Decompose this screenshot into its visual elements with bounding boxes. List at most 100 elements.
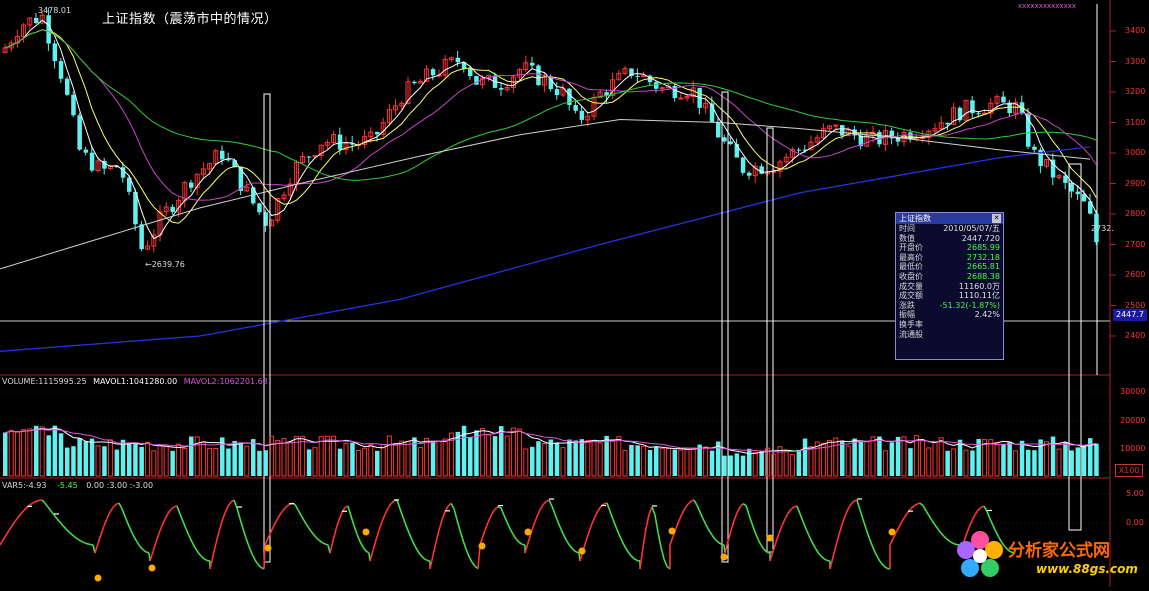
var-line-segment [718, 542, 721, 544]
var-line-segment [688, 501, 691, 504]
candle-body-down [1032, 147, 1037, 150]
var-line-segment [107, 512, 110, 518]
volume-bar-down [648, 450, 653, 476]
candle-body-down [722, 137, 727, 141]
volume-bar-down [580, 439, 585, 476]
volume-bar-up [394, 443, 398, 476]
var-line-segment [676, 521, 679, 529]
volume-bar-up [772, 454, 776, 476]
volume-bar-down [1038, 439, 1043, 476]
var-line-segment [782, 519, 785, 526]
var-line-segment [586, 532, 589, 541]
var-line-segment [537, 510, 540, 517]
info-row-value: -51.32(-1.87%) [935, 301, 1000, 311]
volume-bar-down [375, 451, 380, 476]
var-line-segment [201, 556, 204, 559]
var-line-segment [104, 518, 107, 525]
var-line-segment [63, 526, 66, 529]
var-line-segment [463, 540, 466, 549]
var-line-segment [125, 516, 128, 523]
var-value-4: 3.00 [109, 481, 127, 490]
var-line-segment [567, 541, 570, 546]
volume-bar-down [307, 449, 312, 476]
volume-bar-down [462, 426, 467, 476]
var-line-segment [246, 538, 249, 546]
var-line-segment [400, 509, 403, 518]
info-row-key: 收盘价 [899, 272, 935, 282]
var-line-segment [57, 519, 60, 523]
var-line-segment [110, 508, 113, 513]
var-line-segment [36, 500, 39, 501]
candle-body-down [456, 58, 461, 62]
var-line-segment [972, 515, 975, 521]
var-line-segment [150, 551, 153, 561]
info-row-value [935, 330, 1000, 340]
candle-body-down [759, 166, 764, 173]
candle-body-down [1001, 97, 1006, 103]
volume-bar-up [778, 447, 782, 476]
last-price-label: 2732. [1091, 224, 1114, 233]
price-tick: 2700 [1125, 240, 1145, 249]
var-line-segment [709, 530, 712, 535]
volume-bar-up [623, 450, 627, 476]
var-line-segment [694, 500, 697, 505]
var-line-segment [857, 500, 860, 510]
var-line-segment [806, 529, 809, 536]
var-line-segment [243, 529, 246, 538]
var-line-segment [15, 517, 18, 521]
volume-bar-up [933, 442, 937, 476]
volume-bar-down [896, 437, 901, 476]
volume-bar-up [524, 449, 528, 476]
var-line-segment [472, 562, 475, 566]
volume-bar-down [697, 445, 702, 476]
var-line-segment [295, 504, 298, 510]
var-line-segment [836, 535, 839, 546]
var-line-segment [643, 529, 646, 548]
volume-unit-label: X100 [1115, 464, 1143, 477]
info-window-header[interactable]: 上证指数 ✕ [896, 213, 1003, 224]
var-line-segment [252, 554, 255, 560]
var-line-segment [333, 530, 336, 541]
volume-bar-up [691, 448, 695, 476]
var-line-segment [628, 552, 631, 556]
var-line-segment [265, 538, 268, 545]
volume-bar-down [226, 449, 231, 476]
info-row: 涨跌-51.32(-1.87%) [896, 301, 1003, 311]
candle-body-down [71, 95, 76, 116]
candle-body-up [834, 125, 838, 126]
var-line-segment [113, 504, 116, 507]
info-row-key: 振幅 [899, 310, 935, 320]
volume-bar-up [995, 445, 999, 476]
volume-bar-down [1069, 450, 1074, 476]
var-line-segment [313, 534, 316, 537]
candle-body-down [90, 153, 95, 171]
var-line-segment [685, 504, 688, 508]
info-row-key: 成交额 [899, 291, 935, 301]
volume-bar-down [1007, 442, 1012, 476]
var-value-2: -5.45 [57, 481, 78, 490]
var-line-segment [412, 540, 415, 546]
info-row-key: 涨跌 [899, 301, 935, 311]
var-line-segment [740, 504, 743, 507]
var-line-segment [920, 503, 923, 505]
candle-body-down [499, 88, 504, 90]
var-line-segment [457, 520, 460, 531]
var-line-segment [746, 505, 749, 514]
var-line-segment [24, 507, 27, 510]
info-row-key: 时间 [899, 224, 935, 234]
var-signal-dot [363, 529, 370, 536]
var-line-segment [95, 544, 98, 553]
volume-bar-down [59, 433, 64, 476]
var-line-segment [737, 507, 740, 513]
var-line-segment [363, 547, 366, 551]
info-row: 换手率 [896, 320, 1003, 330]
var-line-segment [619, 534, 622, 541]
volume-bar-up [511, 428, 515, 476]
volume-bar-up [685, 450, 689, 476]
volume-bar-down [257, 451, 262, 476]
price-tick: 3300 [1125, 57, 1145, 66]
close-icon[interactable]: ✕ [992, 214, 1001, 223]
candle-body-down [797, 150, 802, 151]
